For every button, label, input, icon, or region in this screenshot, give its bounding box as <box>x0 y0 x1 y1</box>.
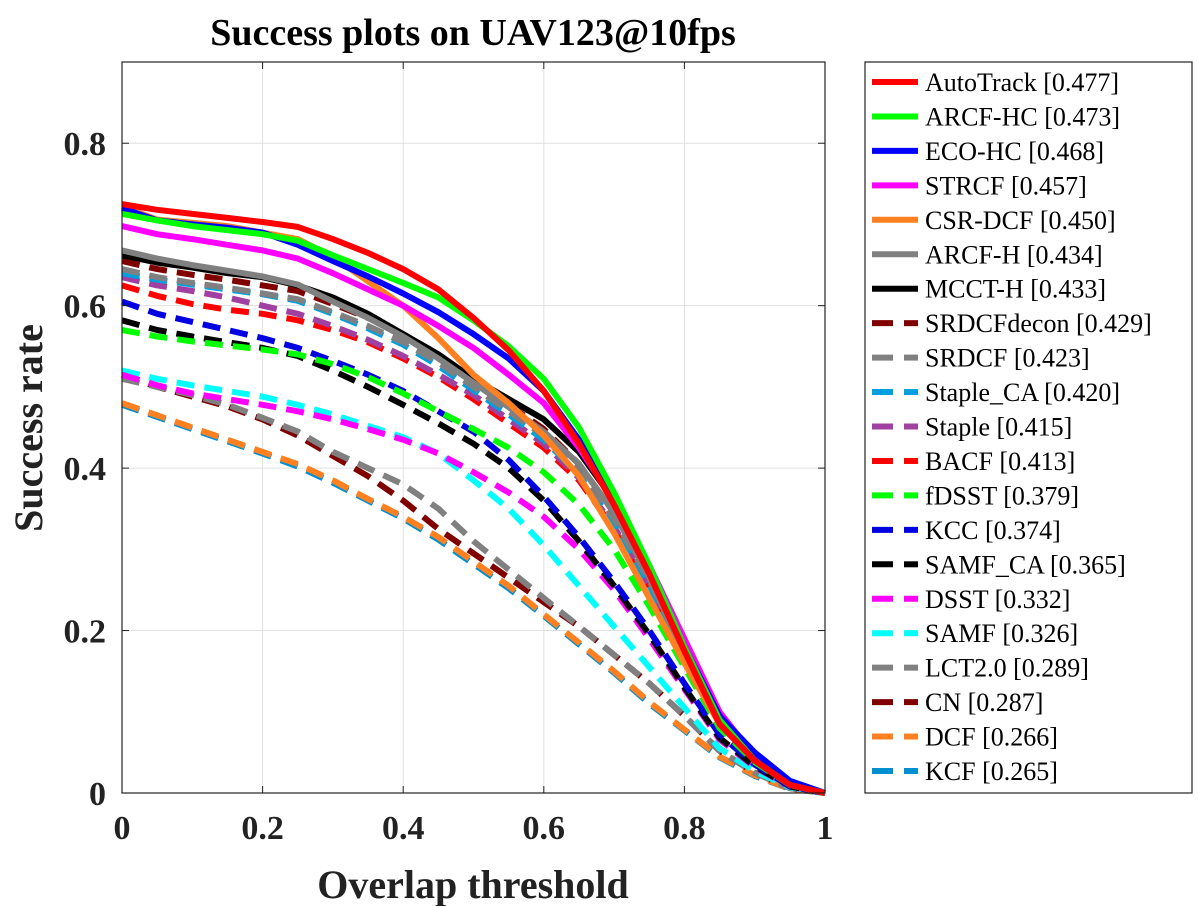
legend-label: Staple [0.415] <box>925 413 1072 442</box>
legend-label: SRDCF [0.423] <box>925 344 1090 373</box>
legend-label: BACF [0.413] <box>925 447 1075 476</box>
series-line-20 <box>121 400 826 796</box>
legend-item: DCF [0.266] <box>872 723 1058 752</box>
x-tick-label: 0 <box>114 810 131 847</box>
legend-item: CN [0.287] <box>872 688 1043 717</box>
y-tick-label: 0.6 <box>64 289 107 326</box>
x-tick-label: 0.6 <box>523 810 566 847</box>
legend-label: DCF [0.266] <box>925 723 1058 752</box>
legend-item: SRDCFdecon [0.429] <box>872 309 1152 338</box>
legend-item: KCF [0.265] <box>872 757 1058 786</box>
legend-item: Staple_CA [0.420] <box>872 378 1120 407</box>
series-line-17 <box>121 367 826 796</box>
y-tick-label: 0.4 <box>64 451 107 488</box>
legend-label: CN [0.287] <box>925 688 1043 717</box>
legend-label: DSST [0.332] <box>925 585 1070 614</box>
x-axis-label: Overlap threshold <box>317 862 629 906</box>
legend-label: SRDCFdecon [0.429] <box>925 309 1152 338</box>
legend-item: SAMF [0.326] <box>872 619 1078 648</box>
legend-label: Staple_CA [0.420] <box>925 378 1120 407</box>
x-tick-label: 1 <box>817 810 834 847</box>
legend-label: SAMF [0.326] <box>925 619 1078 648</box>
y-tick-label: 0.2 <box>64 614 107 651</box>
legend-box <box>864 61 1193 794</box>
legend-item: MCCT-H [0.433] <box>872 275 1106 304</box>
x-tick-label: 0.2 <box>241 810 284 847</box>
y-tick-label: 0 <box>89 776 106 813</box>
legend-item: SAMF_CA [0.365] <box>872 550 1126 579</box>
legend-item: CSR-DCF [0.450] <box>872 206 1116 235</box>
legend-item: AutoTrack [0.477] <box>872 68 1119 97</box>
x-tick-label: 0.4 <box>382 810 425 847</box>
series-line-4 <box>121 223 826 796</box>
legend-item: BACF [0.413] <box>872 447 1075 476</box>
legend-label: LCT2.0 [0.289] <box>925 654 1089 683</box>
series-lines <box>120 201 826 796</box>
legend-label: AutoTrack [0.477] <box>925 68 1119 97</box>
plot-area-frame <box>121 61 826 794</box>
legend-label: ECO-HC [0.468] <box>925 137 1104 166</box>
legend-label: STRCF [0.457] <box>925 171 1087 200</box>
legend-item: STRCF [0.457] <box>872 171 1087 200</box>
legend-label: KCC [0.374] <box>925 516 1061 545</box>
legend-item: ECO-HC [0.468] <box>872 137 1104 166</box>
legend-label: CSR-DCF [0.450] <box>925 206 1116 235</box>
series-line-1 <box>121 201 826 796</box>
legend-label: fDSST [0.379] <box>925 481 1079 510</box>
legend-label: KCF [0.265] <box>925 757 1058 786</box>
legend-item: ARCF-HC [0.473] <box>872 102 1120 131</box>
legend-item: SRDCF [0.423] <box>872 344 1090 373</box>
y-tick-label: 0.8 <box>64 126 107 163</box>
legend-item: fDSST [0.379] <box>872 481 1079 510</box>
legend-label: ARCF-HC [0.473] <box>925 102 1120 131</box>
legend-item: Staple [0.415] <box>872 413 1072 442</box>
series-line-18 <box>121 375 826 796</box>
legend-item: KCC [0.374] <box>872 516 1061 545</box>
legend-item: DSST [0.332] <box>872 585 1070 614</box>
chart-title: Success plots on UAV123@10fps <box>210 12 736 54</box>
y-axis-label: Success rate <box>6 324 51 532</box>
legend-label: SAMF_CA [0.365] <box>925 550 1126 579</box>
legend-label: ARCF-H [0.434] <box>925 240 1103 269</box>
legend-label: MCCT-H [0.433] <box>925 275 1106 304</box>
legend-item: ARCF-H [0.434] <box>872 240 1103 269</box>
legend: AutoTrack [0.477] ARCF-HC [0.473] ECO-HC [… <box>864 61 1193 794</box>
legend-item: LCT2.0 [0.289] <box>872 654 1089 683</box>
x-tick-label: 0.8 <box>663 810 706 847</box>
axis-ticks: 0 0.2 0.4 0.6 0.8 1 0 0.2 0.4 0.6 0.8 <box>64 62 834 847</box>
